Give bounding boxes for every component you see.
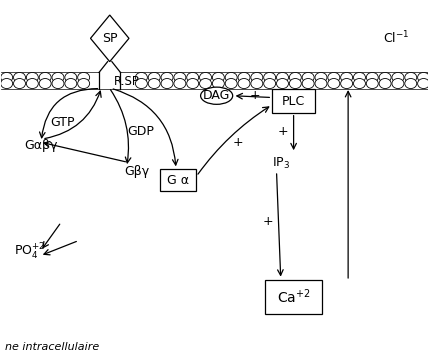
Circle shape: [328, 78, 340, 89]
Circle shape: [277, 78, 288, 89]
Circle shape: [52, 72, 64, 82]
Text: Cl$^{-1}$: Cl$^{-1}$: [384, 30, 410, 47]
Circle shape: [302, 72, 314, 82]
Circle shape: [238, 72, 250, 82]
Text: Ca$^{+2}$: Ca$^{+2}$: [277, 287, 311, 306]
Circle shape: [366, 78, 378, 89]
Bar: [99, 72, 121, 89]
Circle shape: [136, 72, 148, 82]
Circle shape: [264, 72, 276, 82]
Text: G α: G α: [167, 174, 189, 186]
Circle shape: [238, 78, 250, 89]
Circle shape: [417, 78, 429, 89]
Circle shape: [289, 72, 301, 82]
Circle shape: [1, 72, 13, 82]
Circle shape: [1, 78, 13, 89]
Text: GTP: GTP: [50, 116, 74, 129]
Text: IP$_3$: IP$_3$: [272, 156, 290, 171]
Circle shape: [353, 72, 366, 82]
Circle shape: [199, 78, 211, 89]
Circle shape: [65, 72, 77, 82]
Circle shape: [14, 72, 25, 82]
Circle shape: [315, 78, 327, 89]
Circle shape: [417, 72, 429, 82]
Circle shape: [39, 78, 51, 89]
Circle shape: [277, 72, 288, 82]
Circle shape: [212, 72, 224, 82]
Circle shape: [136, 78, 148, 89]
Circle shape: [78, 72, 90, 82]
Circle shape: [174, 72, 186, 82]
Circle shape: [405, 78, 417, 89]
Text: PLC: PLC: [282, 95, 305, 108]
Circle shape: [52, 78, 64, 89]
Text: +: +: [233, 136, 243, 149]
Circle shape: [212, 78, 224, 89]
Text: ne intracellulaire: ne intracellulaire: [5, 342, 99, 352]
Text: +: +: [278, 125, 288, 138]
Circle shape: [187, 72, 199, 82]
Circle shape: [78, 78, 90, 89]
Circle shape: [174, 78, 186, 89]
Circle shape: [148, 78, 160, 89]
Circle shape: [251, 72, 263, 82]
Circle shape: [187, 78, 199, 89]
Polygon shape: [91, 15, 129, 62]
Circle shape: [26, 72, 38, 82]
Text: R.SP: R.SP: [114, 75, 140, 88]
Circle shape: [65, 78, 77, 89]
Text: SP: SP: [102, 32, 118, 45]
Circle shape: [341, 78, 353, 89]
Circle shape: [161, 72, 173, 82]
Circle shape: [392, 78, 404, 89]
Circle shape: [225, 72, 237, 82]
Circle shape: [328, 72, 340, 82]
Text: +: +: [263, 215, 273, 228]
Circle shape: [225, 78, 237, 89]
Circle shape: [315, 72, 327, 82]
Circle shape: [353, 78, 366, 89]
Text: DAG: DAG: [203, 89, 230, 102]
Circle shape: [379, 72, 391, 82]
Circle shape: [161, 78, 173, 89]
Text: Gαβγ: Gαβγ: [24, 139, 58, 152]
Circle shape: [199, 72, 211, 82]
Circle shape: [148, 72, 160, 82]
FancyBboxPatch shape: [160, 169, 196, 191]
Circle shape: [392, 72, 404, 82]
Text: Gβγ: Gβγ: [125, 165, 150, 177]
Circle shape: [366, 72, 378, 82]
Text: PO$_4^{+2}$: PO$_4^{+2}$: [14, 242, 45, 262]
FancyBboxPatch shape: [272, 89, 315, 113]
Text: +: +: [250, 89, 260, 102]
Circle shape: [264, 78, 276, 89]
Circle shape: [289, 78, 301, 89]
Circle shape: [405, 72, 417, 82]
FancyBboxPatch shape: [265, 279, 323, 314]
Circle shape: [251, 78, 263, 89]
Circle shape: [39, 72, 51, 82]
Circle shape: [302, 78, 314, 89]
Ellipse shape: [201, 87, 233, 104]
Text: GDP: GDP: [127, 125, 154, 138]
Circle shape: [341, 72, 353, 82]
Circle shape: [379, 78, 391, 89]
Circle shape: [14, 78, 25, 89]
Circle shape: [26, 78, 38, 89]
